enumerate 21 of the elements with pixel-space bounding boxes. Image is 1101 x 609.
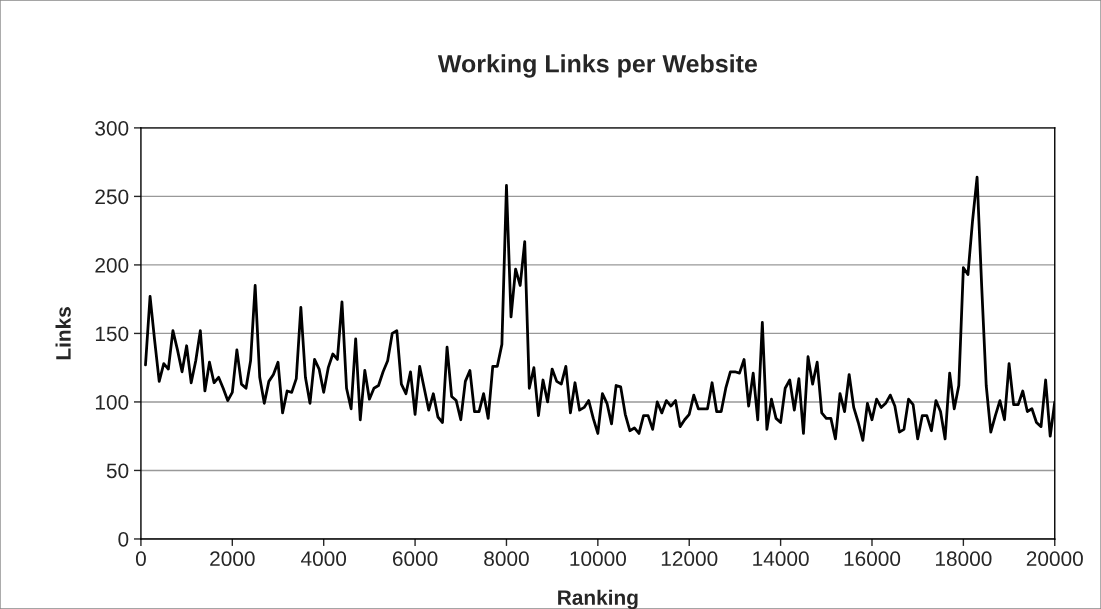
x-tick-label: 18000: [936, 551, 992, 567]
y-tick-label: 0: [118, 531, 129, 547]
x-tick-label: 12000: [661, 551, 718, 567]
x-tick-label: 20000: [1026, 551, 1083, 567]
y-tick-label: 50: [106, 463, 129, 479]
y-tick-label: 250: [95, 189, 129, 205]
x-tick-label: 2000: [210, 551, 255, 567]
x-tick-label: 14000: [753, 551, 809, 567]
x-tick-label: 10000: [570, 551, 626, 567]
y-tick-label: 300: [95, 120, 129, 136]
x-tick-label: 4000: [301, 551, 347, 567]
y-tick-label: 150: [95, 326, 129, 342]
x-tick-label: 8000: [484, 551, 529, 567]
y-axis-title: Links: [55, 307, 71, 360]
y-tick-label: 100: [95, 394, 129, 410]
x-tick-label: 6000: [392, 551, 438, 567]
y-tick-label: 200: [95, 257, 129, 273]
chart-title: Working Links per Website: [437, 54, 757, 78]
x-axis-title: Ranking: [558, 589, 638, 609]
x-tick-label: 0: [135, 551, 146, 567]
x-tick-label: 16000: [844, 551, 901, 567]
